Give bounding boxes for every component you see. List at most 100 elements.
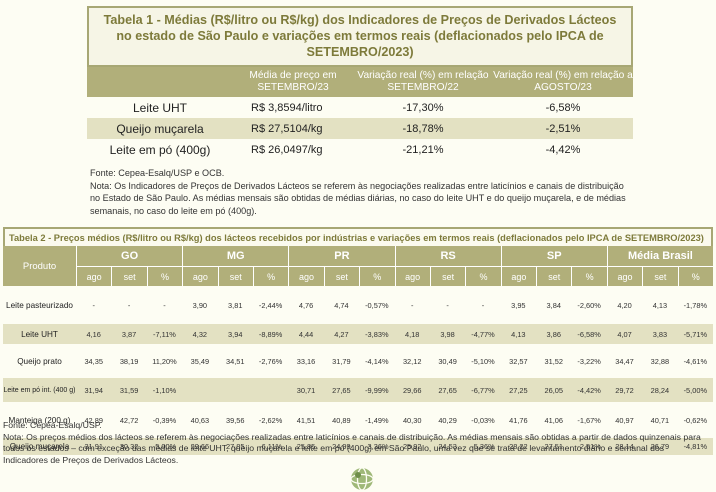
table-cell: 28,14 [606, 438, 643, 455]
period-subheader: % [677, 266, 713, 286]
period-subheader: set [536, 266, 572, 286]
table-cell: 40,97 [615, 415, 634, 425]
table-cell: 4,18 [394, 324, 430, 344]
table-cell: 3,81 [228, 300, 243, 310]
period-subheader: set [642, 266, 678, 286]
table-cell: -2,51% [571, 438, 607, 455]
table-1: Tabela 1 - Médias (R$/litro ou R$/kg) do… [87, 6, 633, 160]
table-cell: 4,13 [500, 324, 537, 344]
row-label: Leite UHT [3, 324, 76, 344]
table-cell: 40,29 [438, 415, 457, 425]
table-cell: -5,71% [677, 324, 713, 344]
table-1-note: Nota: Os Indicadores de Preços de Deriva… [90, 180, 626, 216]
table-cell: - [410, 300, 414, 310]
table-cell: 32,57 [509, 356, 528, 366]
table-cell: -3,22% [577, 356, 601, 366]
table-cell: 28,22 [500, 438, 537, 455]
table-2-title: Tabela 2 - Preços médios (R$/litro ou R$… [3, 227, 713, 246]
table-cell: 4,44 [288, 324, 324, 344]
table-2-note: Nota: Os preços médios dos lácteos se re… [3, 431, 701, 465]
table-1-source: Fonte: Cepea-Esalq/USP e OCB. [90, 168, 225, 178]
table-cell: 39,56 [225, 415, 245, 425]
table-cell: 4,27 [323, 324, 360, 344]
table-cell: - [446, 300, 449, 310]
table-cell: -5,00% [146, 438, 183, 455]
table-cell: -4,77% [465, 324, 501, 344]
table-cell: 40,89 [332, 415, 351, 425]
row-label: Queijo prato [17, 356, 62, 366]
table-cell: 29,66 [182, 438, 218, 455]
period-subheader: % [465, 266, 501, 286]
price-value: R$ 26,0497/kg [251, 143, 323, 156]
period-subheader: set [429, 266, 466, 286]
table-1-header-var-year: Variação real (%) em relação SETEMBRO/22 [357, 69, 489, 94]
table-cell: -6,58% [571, 324, 607, 344]
table-1-header: Média de preço em SETEMBRO/23 Variação r… [87, 67, 633, 97]
table-cell: -3,83% [359, 324, 395, 344]
region-header: MG [182, 246, 289, 266]
price-value: R$ 3,8594/litro [251, 101, 323, 114]
table-cell: 38,19 [119, 356, 139, 366]
table-cell: 31,79 [332, 356, 351, 366]
price-value: R$ 27,5104/kg [251, 122, 323, 135]
table-cell: 24,99 [323, 438, 360, 455]
table-cell: 42,72 [119, 415, 139, 425]
table-cell [217, 378, 253, 402]
table-cell [182, 378, 218, 402]
var-year-value: -18,78% [402, 122, 444, 135]
table-2: Tabela 2 - Preços médios (R$/litro ou R$… [3, 227, 713, 455]
product-column-header: Produto [3, 246, 76, 286]
table-cell: 27,85 [217, 438, 253, 455]
table-cell: 29,66 [394, 378, 430, 402]
row-gap [3, 317, 713, 324]
table-cell: -2,60% [577, 300, 601, 310]
table-1-header-var-month: Variação real (%) em relação a AGOSTO/23 [493, 69, 633, 94]
table-cell: 35,49 [190, 356, 210, 366]
product-name: Leite em pó (400g) [109, 142, 211, 157]
table-row: Queijo muçarela R$ 27,5104/kg -18,78% -2… [87, 118, 633, 139]
table-cell: 31,52 [544, 356, 563, 366]
row-label: Leite em pó int. (400 g) [3, 378, 76, 402]
table-cell: -4,81% [677, 438, 713, 455]
table-cell: 3,95 [511, 300, 526, 310]
row-gap [3, 402, 713, 409]
table-cell: -2,76% [258, 356, 283, 366]
table-2-source: Fonte: Cepea-Esalq/USP. [3, 420, 102, 430]
region-header: RS [394, 246, 501, 266]
table-cell: 31,94 [76, 378, 112, 402]
table-1-header-blank [87, 67, 233, 97]
table-cell: 3,83 [642, 324, 678, 344]
table-cell: 27,25 [500, 378, 537, 402]
globe-logo-icon [350, 467, 374, 491]
table-cell: 30,32 [111, 438, 147, 455]
table-1-header-price: Média de preço em SETEMBRO/23 [249, 69, 337, 94]
table-cell: 3,94 [217, 324, 253, 344]
table-cell: 4,32 [182, 324, 218, 344]
period-subheader: ago [394, 266, 430, 286]
table-cell: -5,36% [465, 438, 501, 455]
region-header: SP [500, 246, 607, 266]
period-subheader: ago [288, 266, 324, 286]
table-cell: -7,11% [146, 324, 183, 344]
product-name: Leite UHT [132, 100, 188, 115]
table-cell: 41,06 [544, 415, 563, 425]
table-cell: 40,30 [402, 415, 422, 425]
table-cell: 34,51 [225, 356, 245, 366]
region-header: Média Brasil [606, 246, 713, 266]
table-cell: 4,76 [298, 300, 314, 310]
table-cell: -0,39% [152, 415, 177, 425]
table-cell: 25,92 [394, 438, 430, 455]
table-cell: -1,67% [577, 415, 601, 425]
table-cell: -1,10% [146, 378, 183, 402]
period-subheader: set [217, 266, 253, 286]
table-2-grid: Produto GO MG PR RS SP Média Brasil ago set% ago… [3, 246, 713, 455]
table-cell: 3,90 [192, 300, 208, 310]
table-1-title: Tabela 1 - Médias (R$/litro ou R$/kg) do… [87, 6, 633, 67]
table-cell: 34,47 [615, 356, 634, 366]
table-cell: 4,16 [76, 324, 112, 344]
table-cell: -4,42% [571, 378, 607, 402]
table-cell: 25,85 [288, 438, 324, 455]
table-cell: -4,61% [683, 356, 708, 366]
table-cell: 32,12 [402, 356, 422, 366]
table-cell: - [481, 300, 485, 310]
